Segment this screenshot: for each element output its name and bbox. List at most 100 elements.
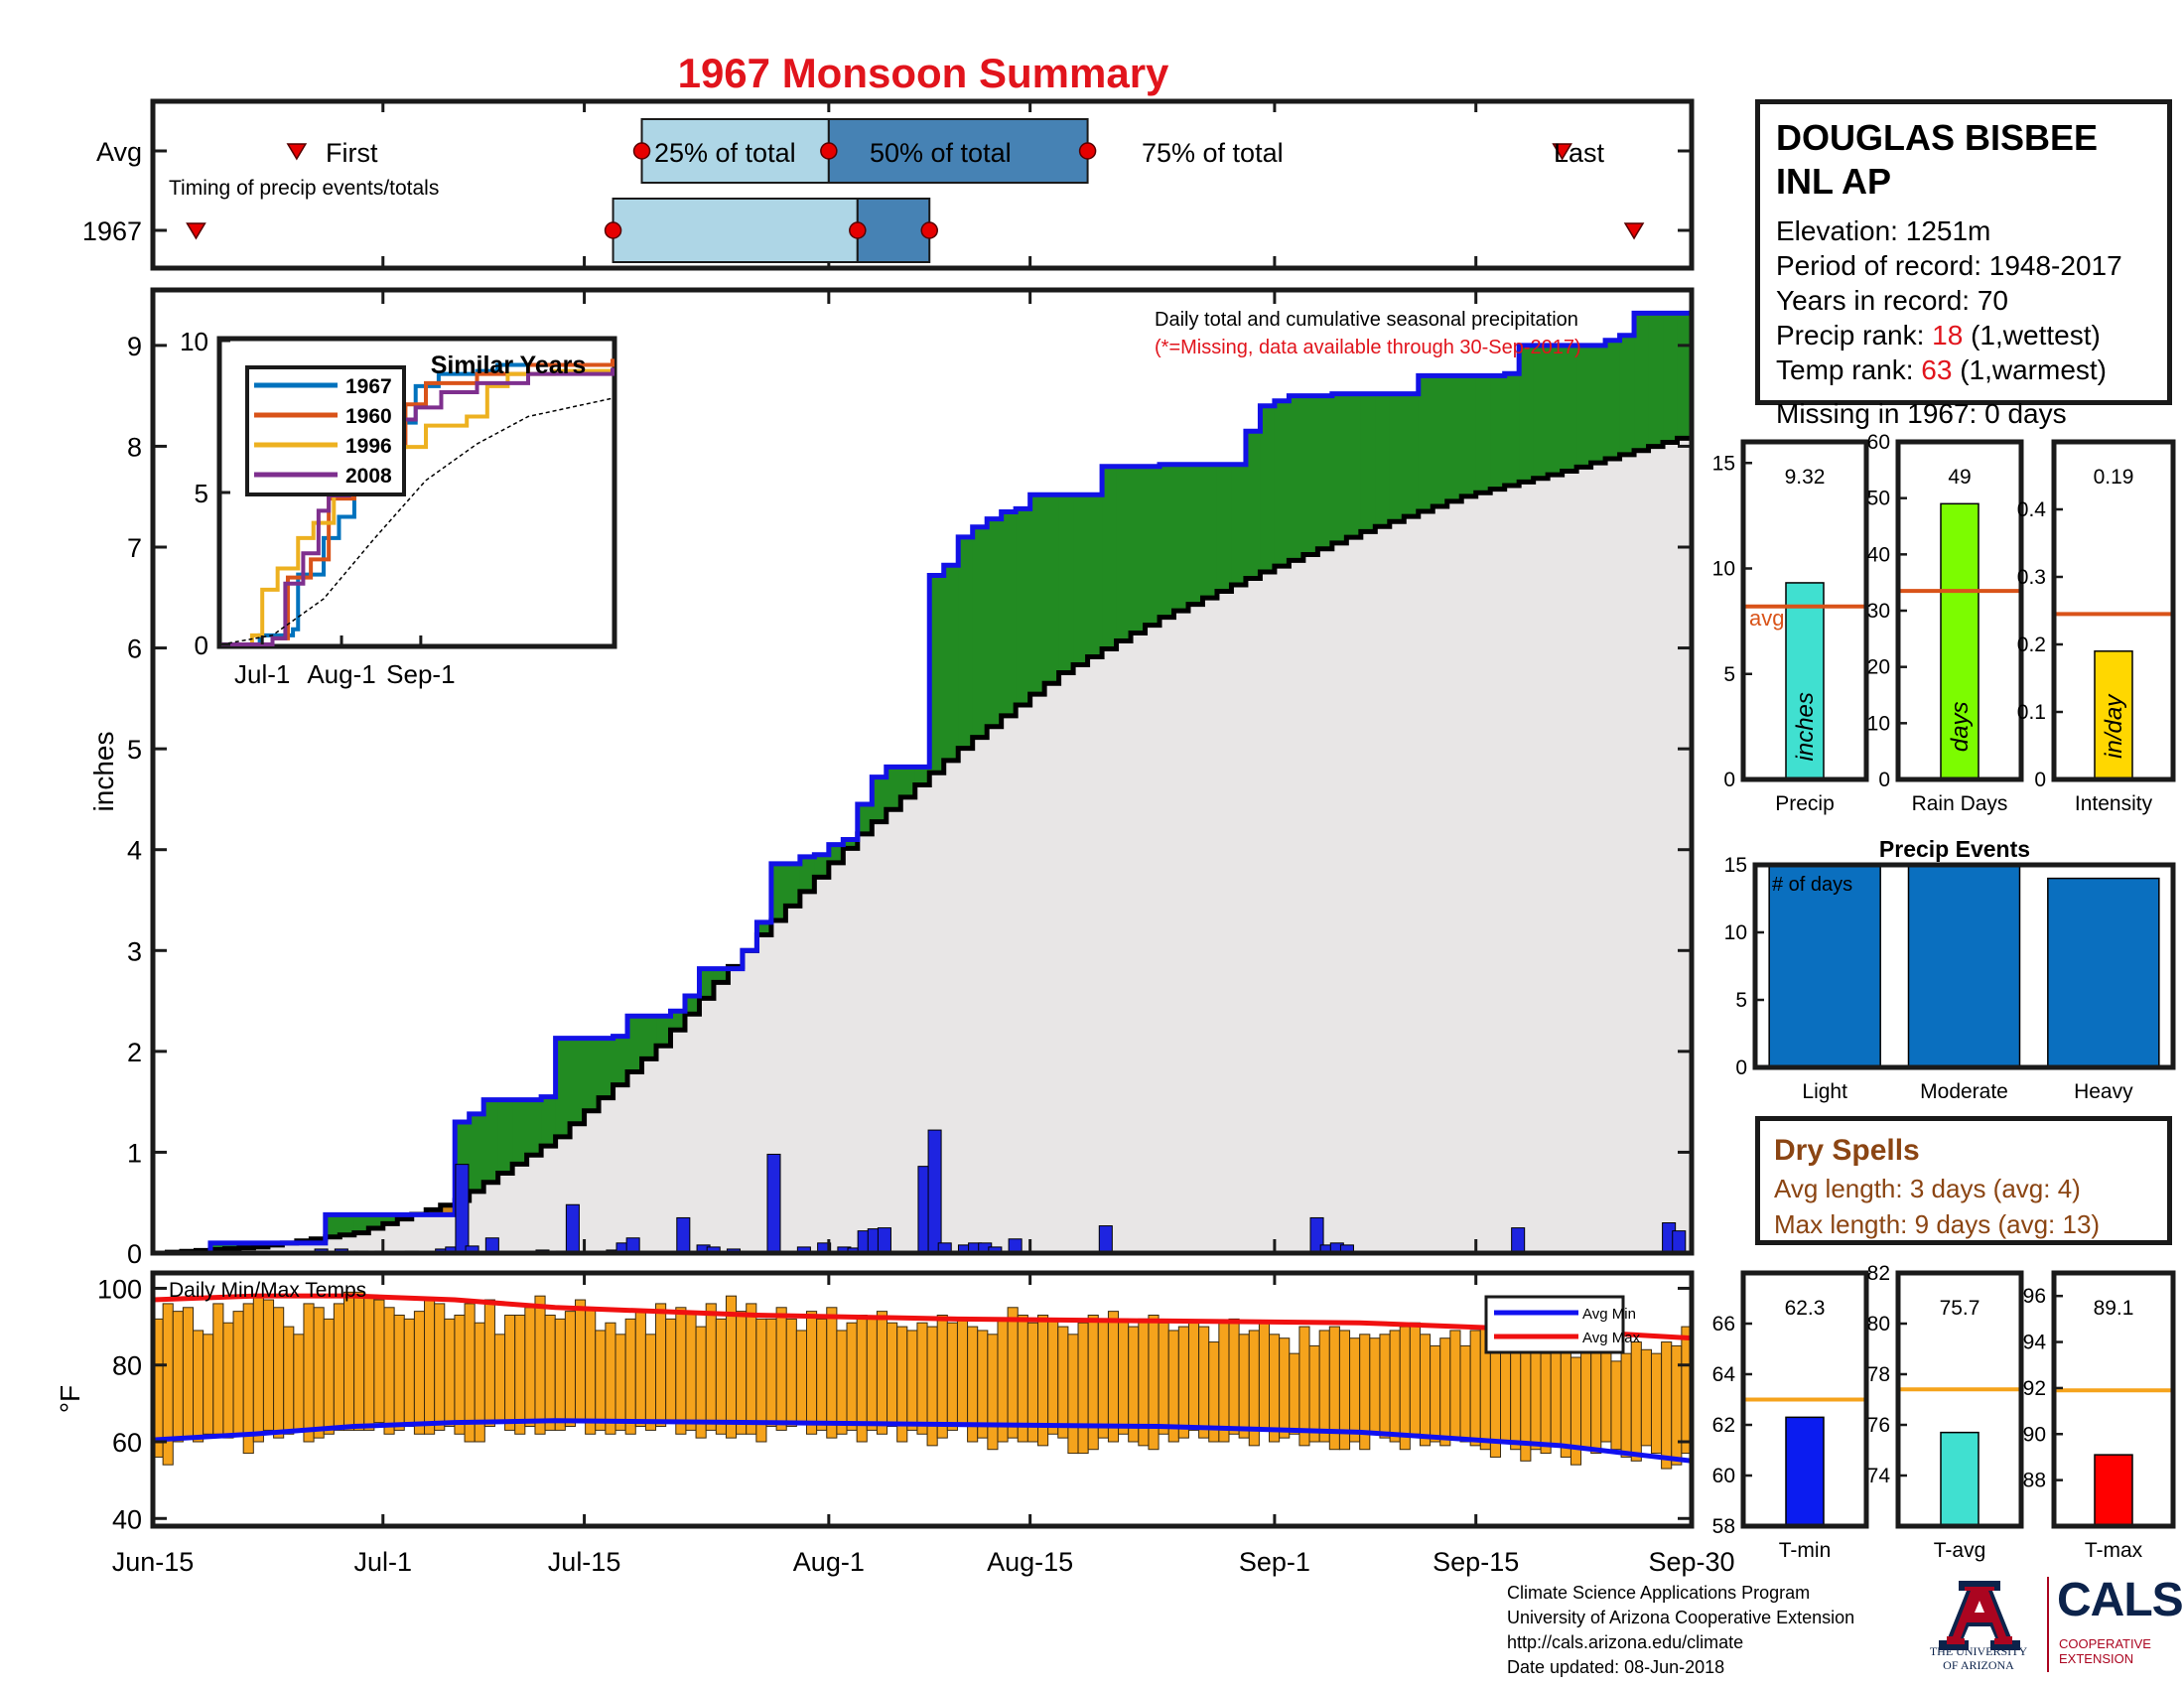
timing-box-50-75 <box>856 198 931 263</box>
above-avg-segment <box>541 1096 557 1147</box>
station-missing: Missing in 1967: 0 days <box>1776 398 2067 429</box>
station-name-1: DOUGLAS BISBEE <box>1776 117 2099 158</box>
mini-chart-frame <box>1752 862 2176 1070</box>
main-ylabel: inches <box>88 732 119 812</box>
inset-legend-label: 2008 <box>345 465 392 488</box>
above-avg-segment <box>799 856 815 892</box>
daily-temp-bar <box>816 1318 828 1431</box>
daily-temp-bar <box>212 1303 224 1435</box>
daily-temp-bar <box>805 1311 818 1435</box>
daily-temp-bar <box>775 1307 787 1431</box>
above-avg-segment <box>929 575 945 774</box>
university-of-arizona-logo <box>1939 1581 2020 1650</box>
daily-temp-bar <box>1177 1326 1189 1439</box>
mini-bar <box>1940 502 1979 780</box>
above-avg-segment <box>987 518 1003 727</box>
inset-ytick-label: 0 <box>195 631 208 660</box>
timing-panel: Avg 1967 Timing of precip events/totals … <box>82 98 1695 271</box>
daily-precip-bar <box>1309 1216 1324 1253</box>
above-avg-segment <box>1131 466 1147 633</box>
above-avg-segment <box>1016 508 1031 706</box>
daily-temp-bar <box>644 1334 657 1431</box>
above-avg-segment <box>1202 464 1218 599</box>
mini-ytick-label: 60 <box>1867 431 1890 454</box>
above-avg-segment <box>469 1113 484 1192</box>
daily-temp-bar <box>1349 1337 1361 1443</box>
daily-temp-bar <box>363 1295 375 1431</box>
above-avg-segment <box>785 863 801 907</box>
daily-temp-bar <box>323 1318 335 1435</box>
dry-spells-max: Max length: 9 days (avg: 13) <box>1774 1209 2101 1239</box>
daily-temp-bar <box>313 1307 325 1439</box>
dry-spells-title: Dry Spells <box>1774 1134 1920 1167</box>
above-avg-segment <box>599 1038 614 1098</box>
credit-line: Climate Science Applications Program <box>1507 1583 1811 1603</box>
above-avg-segment <box>224 1242 240 1249</box>
above-avg-segment <box>627 1016 643 1072</box>
daily-temp-bar <box>544 1315 556 1431</box>
daily-temp-bar <box>1610 1360 1622 1451</box>
above-avg-segment <box>886 767 901 810</box>
above-avg-segment <box>1663 313 1679 443</box>
daily-precip-bar <box>706 1246 721 1253</box>
daily-temp-bar <box>293 1334 305 1431</box>
mini-chart-frame <box>1740 1270 1869 1529</box>
mini-ytick-label: 0 <box>1735 1056 1747 1079</box>
above-avg-segment <box>1619 335 1635 455</box>
mini-ytick-label: 92 <box>2023 1377 2046 1400</box>
mini-ytick-label: 0.3 <box>2017 566 2046 589</box>
daily-temp-bar <box>887 1322 898 1428</box>
mini-ytick-label: 94 <box>2023 1332 2047 1354</box>
daily-temp-bar <box>1449 1330 1461 1439</box>
mini-ytick-label: 50 <box>1867 488 1890 510</box>
above-avg-segment <box>972 526 988 738</box>
precip-avg-label: avg <box>1749 606 1784 631</box>
above-avg-segment <box>1533 345 1549 479</box>
mini-ytick-label: 58 <box>1712 1515 1735 1538</box>
temps-frame <box>150 1270 1695 1529</box>
similar-years-inset: Similar Years 1967 1960 1996 2008 0 5 10 Jul-1… <box>180 327 617 689</box>
above-avg-segment <box>1073 494 1089 665</box>
temps-legend-box <box>1484 1295 1625 1354</box>
main-annotation-2: (*=Missing, data available through 30-Se… <box>1155 337 1581 358</box>
main-ytick-label: 7 <box>127 533 142 563</box>
daily-temp-bar <box>534 1295 546 1435</box>
mini-bar <box>1785 1416 1825 1527</box>
daily-temp-bar <box>1318 1330 1330 1443</box>
climatology-area <box>153 434 1692 1253</box>
daily-precip-bar <box>484 1237 499 1253</box>
above-avg-segment <box>1475 375 1491 493</box>
daily-temp-bar <box>1630 1341 1642 1462</box>
temps-ytick-label: 60 <box>112 1428 142 1458</box>
mini-ytick-label: 5 <box>1723 663 1735 686</box>
daily-temp-bar <box>1369 1337 1381 1435</box>
daily-precip-bar <box>1339 1244 1354 1253</box>
mini-chart-rain_days: 0 10 20 30 40 50 60 49 days Rain Days <box>1867 431 2024 815</box>
daily-temp-bar <box>1308 1344 1320 1443</box>
above-avg-segment <box>1289 395 1304 561</box>
timing-marker-dot <box>849 221 867 239</box>
mini-chart-events: 0 5 10 15 Light Moderate Heavy <box>1724 854 2176 1103</box>
temps-label: Daily Min/Max Temps <box>169 1279 366 1302</box>
daily-temp-bar <box>1218 1322 1230 1443</box>
above-avg-segment <box>641 1016 657 1059</box>
timing-marker-triangle <box>186 222 206 240</box>
mini-ytick-label: 5 <box>1735 989 1747 1012</box>
above-avg-segment <box>1360 393 1376 532</box>
credit-url: http://cals.arizona.edu/climate <box>1507 1632 1744 1652</box>
daily-temp-bar <box>987 1334 999 1451</box>
daily-temp-bar <box>1198 1326 1210 1439</box>
station-years: Years in record: 70 <box>1776 285 2008 316</box>
above-avg-segment <box>1216 464 1232 592</box>
events-inner-label: # of days <box>1772 874 1852 896</box>
avg-max-line <box>153 1293 1692 1341</box>
daily-temp-bar <box>1298 1326 1310 1447</box>
x-tick-label: Jul-15 <box>548 1547 621 1577</box>
daily-precip-bar <box>766 1153 781 1253</box>
daily-temp-bar <box>846 1322 858 1431</box>
above-avg-segment <box>1590 345 1606 464</box>
station-elevation: Elevation: 1251m <box>1776 215 1991 246</box>
inset-xtick-label: Sep-1 <box>386 659 455 689</box>
x-tick-label: Aug-1 <box>793 1547 865 1577</box>
above-avg-segment <box>1446 375 1462 501</box>
